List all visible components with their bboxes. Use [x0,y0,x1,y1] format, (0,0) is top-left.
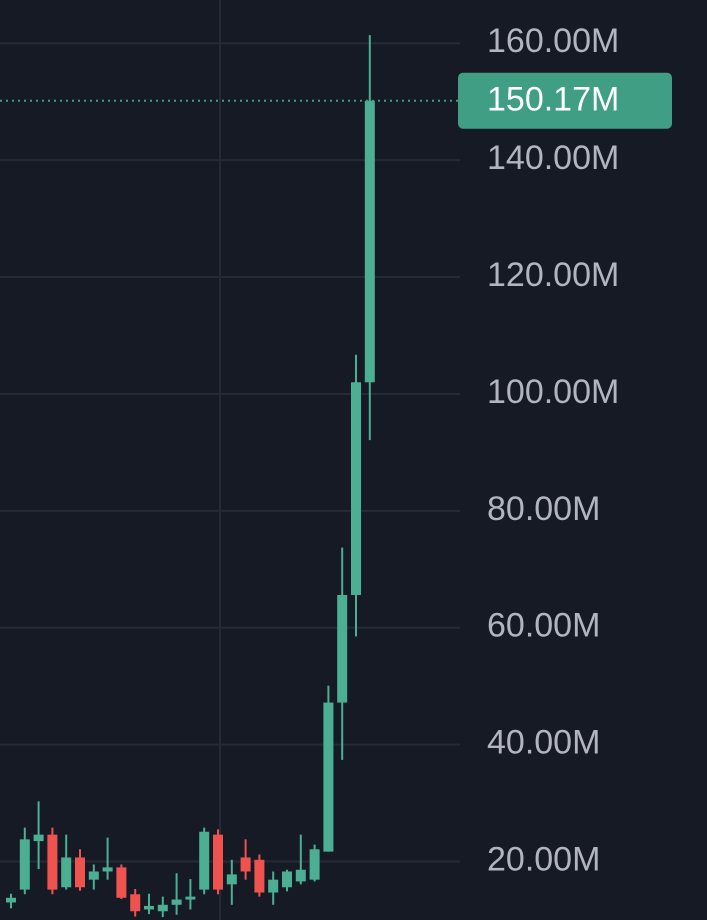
candle-body [61,857,72,888]
y-tick-label: 100.00M [487,373,619,411]
y-tick-label: 20.00M [487,841,600,879]
candle-body [157,904,168,912]
candle-body [144,905,154,910]
candle-body [351,382,361,596]
candle-body [19,839,30,890]
candle-body [240,857,251,872]
candle-body [254,859,265,893]
candle-body [295,869,306,882]
candle-body [337,595,348,703]
last-price-label: 150.17M [487,81,619,119]
candle-body [75,857,85,888]
y-tick-label: 120.00M [487,256,619,294]
candle-body [116,867,127,898]
candle-body [268,879,279,893]
y-tick-label: 160.00M [487,22,619,60]
y-tick-label: 140.00M [487,139,619,177]
candle-body [323,702,334,852]
candle-body [309,849,320,880]
y-tick-label: 40.00M [487,724,600,762]
candle-body [213,834,223,890]
candle-body [102,867,113,872]
candle-body [6,897,16,903]
last-price-box [458,72,672,129]
candle-body [364,100,375,383]
y-tick-label: 80.00M [487,490,600,528]
candle-body [185,896,196,900]
y-tick-label: 60.00M [487,607,600,645]
candle-body [226,874,237,885]
candle-body [171,899,182,905]
candle-body [47,834,58,890]
candle-body [199,831,210,890]
candle-body [88,871,99,880]
candle-body [130,894,141,912]
candle-body [33,834,44,842]
candle-body [282,871,292,888]
